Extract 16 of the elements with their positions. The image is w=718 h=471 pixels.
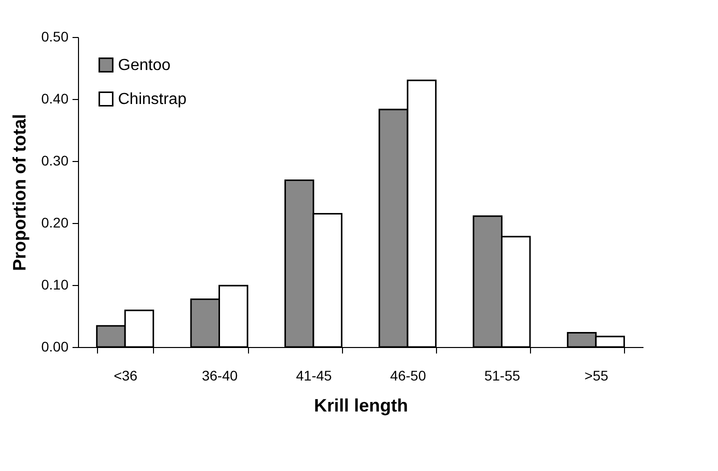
y-tick-label: 0.20 bbox=[41, 214, 69, 230]
x-tick-label: 51-55 bbox=[484, 368, 520, 384]
x-tick-label: 46-50 bbox=[390, 368, 426, 384]
y-tick-label: 0.00 bbox=[41, 338, 69, 354]
x-tick-label: <36 bbox=[114, 368, 138, 384]
y-tick-label: 0.50 bbox=[41, 28, 69, 44]
legend-label: Gentoo bbox=[118, 57, 171, 74]
x-tick-label: 41-45 bbox=[296, 368, 332, 384]
legend-label: Chinstrap bbox=[118, 91, 187, 108]
y-axis-title: Proportion of total bbox=[9, 114, 30, 271]
x-tick-label: 36-40 bbox=[202, 368, 238, 384]
x-tick-label: >55 bbox=[584, 368, 609, 384]
y-tick-label: 0.30 bbox=[41, 152, 69, 168]
y-tick-label: 0.10 bbox=[41, 276, 69, 292]
y-tick-label: 0.40 bbox=[41, 90, 69, 106]
x-axis-title: Krill length bbox=[314, 396, 408, 416]
